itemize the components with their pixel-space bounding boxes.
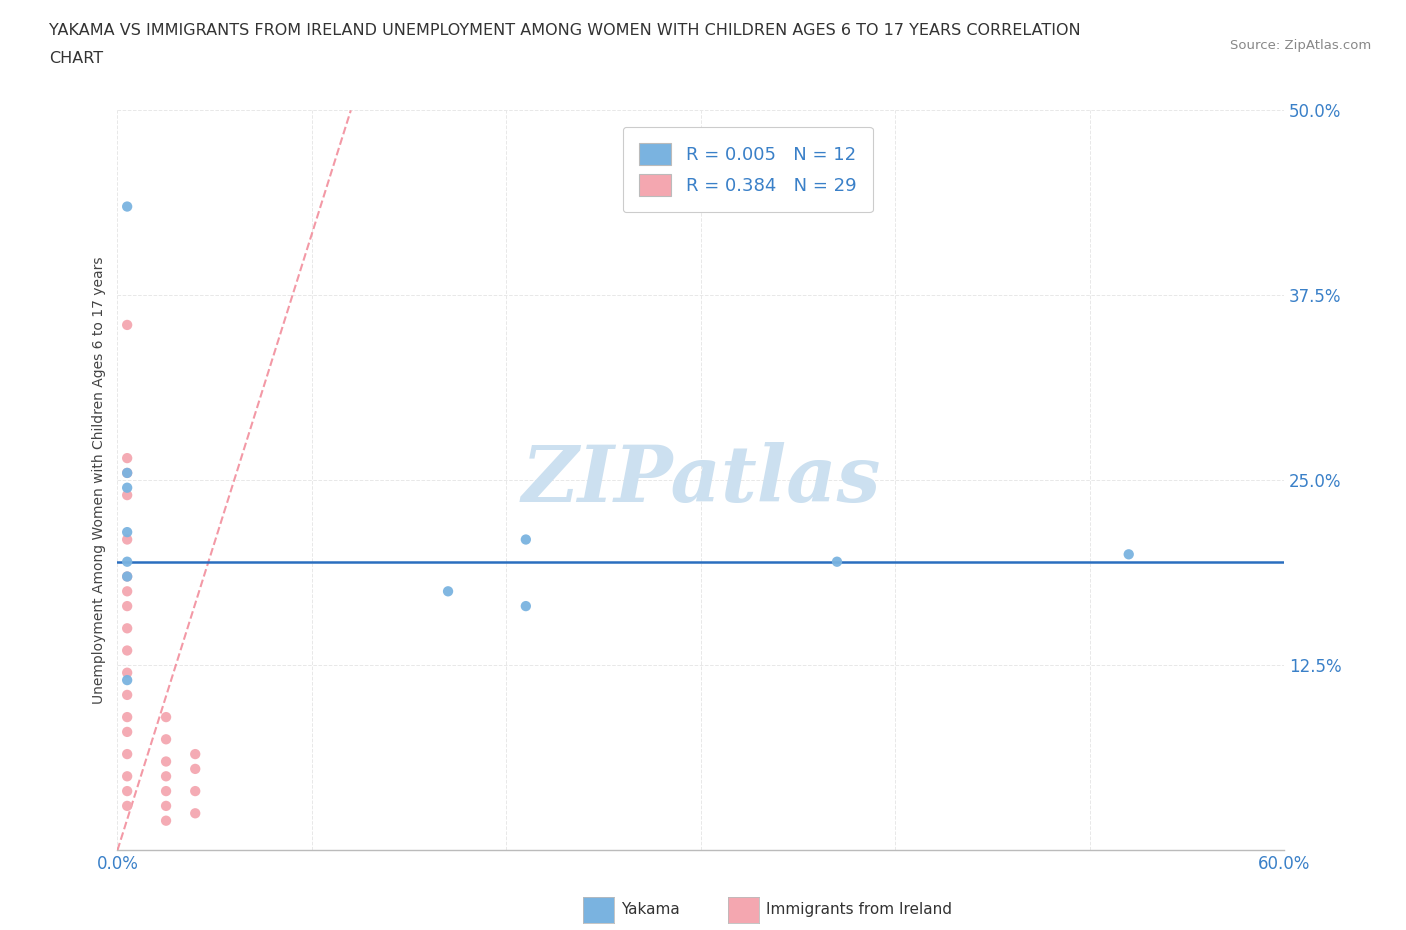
Point <box>115 687 138 702</box>
Point <box>155 732 177 747</box>
Point <box>115 710 138 724</box>
Point <box>115 621 138 636</box>
Point <box>825 554 848 569</box>
Point <box>437 584 460 599</box>
Point <box>115 466 138 481</box>
Point <box>115 487 138 502</box>
Point <box>184 806 207 821</box>
Legend: R = 0.005   N = 12, R = 0.384   N = 29: R = 0.005 N = 12, R = 0.384 N = 29 <box>623 126 873 212</box>
Point <box>184 747 207 762</box>
Point <box>115 769 138 784</box>
Point <box>1118 547 1140 562</box>
Point <box>515 599 537 614</box>
Y-axis label: Unemployment Among Women with Children Ages 6 to 17 years: Unemployment Among Women with Children A… <box>93 257 107 704</box>
Point <box>115 799 138 814</box>
Point <box>155 754 177 769</box>
Text: ZIPatlas: ZIPatlas <box>522 442 880 519</box>
Point <box>115 672 138 687</box>
Point <box>115 747 138 762</box>
Point <box>184 784 207 799</box>
Point <box>115 480 138 495</box>
Text: Yakama: Yakama <box>621 902 681 917</box>
Point <box>115 199 138 214</box>
Point <box>155 769 177 784</box>
Point <box>155 813 177 828</box>
Point <box>184 762 207 777</box>
Point <box>115 451 138 466</box>
Text: YAKAMA VS IMMIGRANTS FROM IRELAND UNEMPLOYMENT AMONG WOMEN WITH CHILDREN AGES 6 : YAKAMA VS IMMIGRANTS FROM IRELAND UNEMPL… <box>49 23 1081 38</box>
Point <box>115 599 138 614</box>
Point <box>115 554 138 569</box>
Point <box>115 584 138 599</box>
Text: Immigrants from Ireland: Immigrants from Ireland <box>766 902 952 917</box>
Point <box>115 665 138 680</box>
Point <box>115 569 138 584</box>
Point <box>115 643 138 658</box>
Point <box>115 525 138 539</box>
Point <box>115 724 138 739</box>
Point <box>155 799 177 814</box>
Point <box>115 466 138 481</box>
Point <box>115 532 138 547</box>
Text: Source: ZipAtlas.com: Source: ZipAtlas.com <box>1230 39 1371 52</box>
Point <box>115 569 138 584</box>
Point <box>515 532 537 547</box>
Point <box>155 710 177 724</box>
Point <box>115 784 138 799</box>
Point <box>115 317 138 332</box>
Point <box>155 784 177 799</box>
Text: CHART: CHART <box>49 51 103 66</box>
